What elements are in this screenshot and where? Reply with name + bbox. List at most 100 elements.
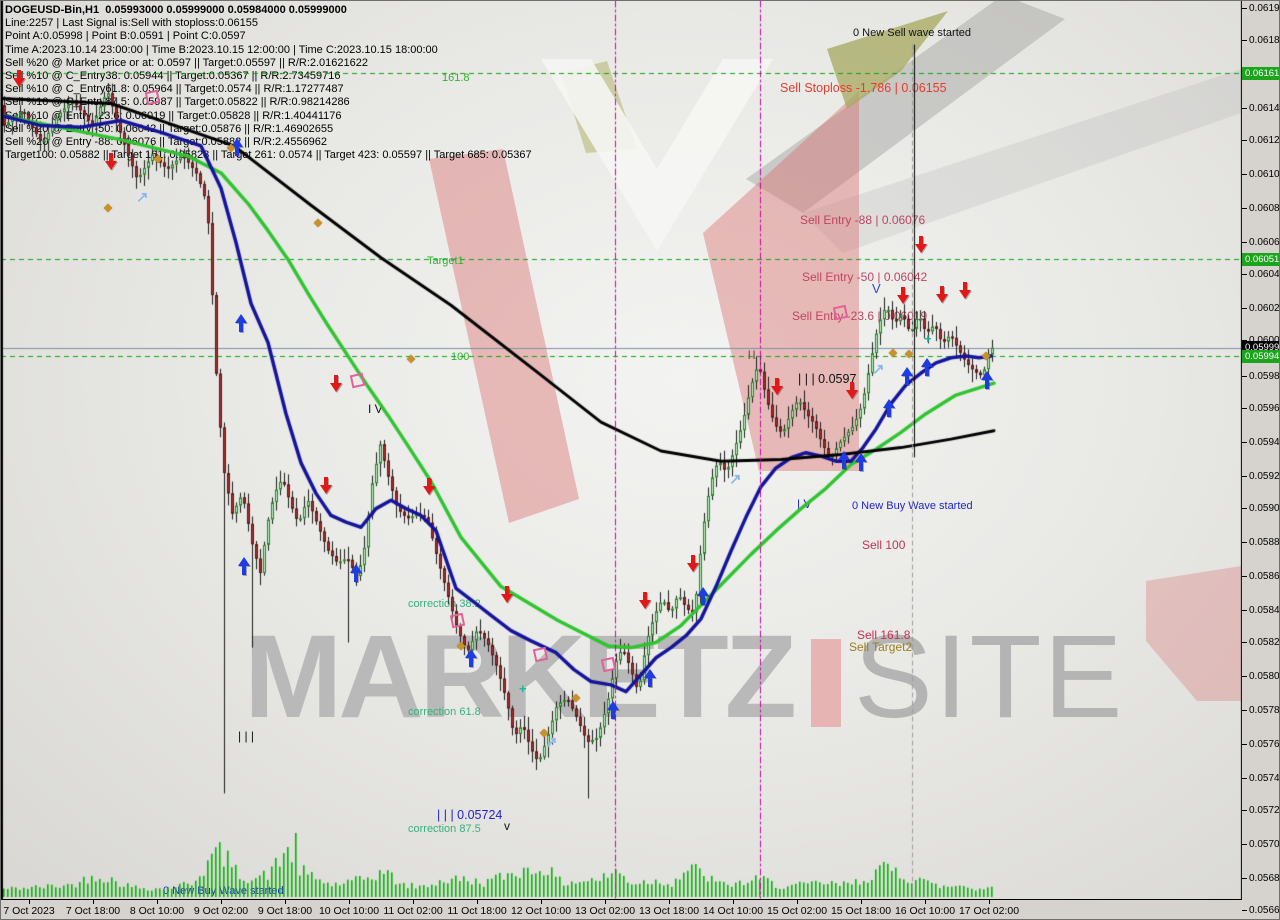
time-tick [797,900,798,904]
time-tick-label: 15 Oct 18:00 [830,905,892,917]
sell-arrow-icon [639,592,651,609]
price-tick [1242,174,1247,176]
hollow-arrow-marker-icon: ↗ [872,361,885,378]
time-tick [669,900,670,904]
price-tick-label: 0.05667 [1249,904,1280,916]
time-tick-label: 17 Oct 02:00 [958,905,1020,917]
buy-arrow-icon [465,649,477,667]
time-tick [285,900,286,904]
price-tick-label: 0.06081 [1249,203,1280,215]
buy-arrow-icon [607,701,619,719]
sell-arrow-icon [959,282,971,299]
price-tick [1242,108,1247,110]
price-tick [1242,508,1247,510]
buy-arrow-icon [901,367,913,385]
buy-arrow-icon [231,138,243,156]
price-tick [1242,575,1247,577]
sell-arrow-icon [330,375,342,392]
price-tick-label: 0.05884 [1249,537,1280,549]
price-tick-label: 0.05805 [1249,670,1280,682]
time-tick [349,900,350,904]
sell-arrow-icon [501,586,513,603]
price-tick [1242,609,1247,611]
buy-arrow-icon [921,358,933,376]
price-tick-label: 0.05686 [1249,872,1280,884]
price-level-badge: 0.06161 [1242,66,1279,80]
price-tick-label: 0.05785 [1249,704,1280,716]
price-tick-label: 0.06101 [1249,169,1280,181]
price-tick-label: 0.05963 [1249,403,1280,415]
price-tick [1242,909,1247,911]
sell-arrow-icon [687,555,699,572]
price-tick-label: 0.06121 [1249,135,1280,147]
price-tick [1242,743,1247,745]
time-tick [541,900,542,904]
hollow-square-marker-icon [144,89,161,106]
time-tick [477,900,478,904]
buy-arrow-icon [235,314,247,332]
buy-arrow-icon [238,557,250,575]
price-tick-label: 0.05706 [1249,838,1280,850]
price-tick [1242,777,1247,779]
price-chart-canvas[interactable] [1,1,1242,899]
price-tick [1242,809,1247,811]
time-tick-label: 7 Oct 2023 [3,905,55,917]
time-tick [221,900,222,904]
time-tick-label: 11 Oct 02:00 [383,905,443,917]
price-tick [1242,843,1247,845]
time-tick-label: 9 Oct 18:00 [257,905,313,917]
price-tick [1242,140,1247,142]
time-tick [925,900,926,904]
time-tick [29,900,30,904]
time-tick-label: 9 Oct 02:00 [193,905,249,917]
price-tick-label: 0.05825 [1249,637,1280,649]
price-tick-label: 0.06199 [1249,3,1280,15]
price-tick [1242,709,1247,711]
buy-arrow-icon [883,399,895,417]
price-tick-label: 0.05864 [1249,570,1280,582]
chart-plot-area[interactable]: MARKETZ SITE DOGEUSD-Bin,H1 0.05993000 0… [1,1,1242,899]
hollow-square-marker-icon [449,612,466,629]
price-tick [1242,8,1247,10]
price-tick-label: 0.05745 [1249,772,1280,784]
price-tick-label: 0.06061 [1249,237,1280,249]
price-tick [1242,274,1247,276]
time-tick [157,900,158,904]
plus-marker-icon: + [924,331,932,346]
sell-arrow-icon [771,378,783,395]
time-tick-label: 14 Oct 10:00 [702,905,764,917]
time-tick-label: 8 Oct 10:00 [129,905,185,917]
time-tick [861,900,862,904]
price-tick-label: 0.05844 [1249,604,1280,616]
sell-arrow-icon [846,382,858,399]
buy-arrow-icon [981,371,993,389]
hollow-square-marker-icon [532,646,549,663]
buy-arrow-icon [350,564,362,582]
time-tick-label: 11 Oct 18:00 [447,905,507,917]
time-tick-label: 10 Oct 10:00 [318,905,380,917]
price-tick-label: 0.06022 [1249,303,1280,315]
sell-arrow-icon [320,477,332,494]
price-level-badge: 0.05994 [1242,349,1279,363]
plus-marker-icon: + [519,681,527,696]
time-tick-label: 16 Oct 10:00 [894,905,956,917]
price-tick-label: 0.05982 [1249,370,1280,382]
price-tick [1242,208,1247,210]
time-tick-label: 15 Oct 02:00 [766,905,828,917]
price-tick [1242,308,1247,310]
price-tick [1242,675,1247,677]
sell-arrow-icon [105,153,117,170]
time-tick [733,900,734,904]
sell-arrow-icon [936,286,948,303]
time-tick-label: 12 Oct 10:00 [510,905,572,917]
price-tick [1242,408,1247,410]
time-tick [605,900,606,904]
time-axis[interactable]: 7 Oct 2023 7 Oct 18:00 8 Oct 10:00 9 Oct 02… [1,899,1242,919]
time-tick [93,900,94,904]
time-tick-label: 7 Oct 18:00 [65,905,121,917]
price-tick-label: 0.05923 [1249,470,1280,482]
price-tick-label: 0.05904 [1249,503,1280,515]
